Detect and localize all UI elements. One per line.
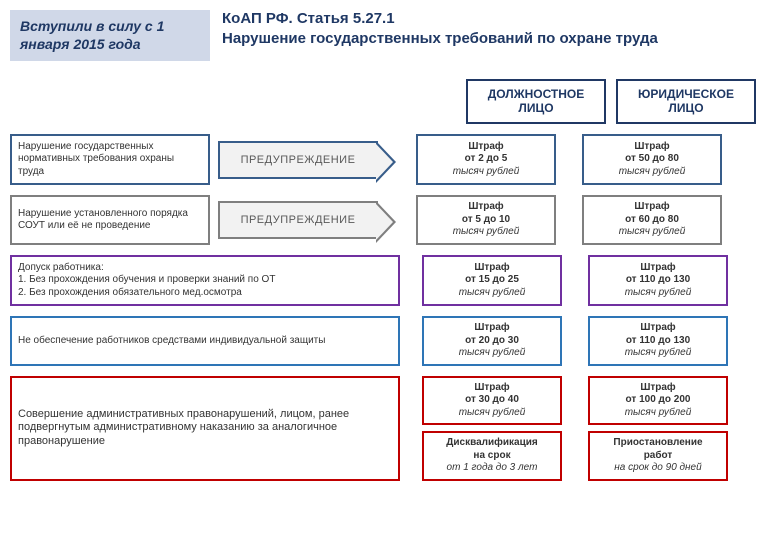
penalty-label: Штраф bbox=[426, 262, 558, 275]
penalty-unit: тысяч рублей bbox=[426, 287, 558, 300]
penalty-amount: на срок bbox=[426, 450, 558, 463]
col-header-legal: ЮРИДИЧЕСКОЕ ЛИЦО bbox=[616, 79, 756, 124]
penalty-unit: тысяч рублей bbox=[586, 226, 718, 239]
penalty-amount: от 2 до 5 bbox=[420, 153, 552, 166]
penalty-legal: Штрафот 60 до 80тысяч рублей bbox=[582, 195, 722, 245]
violations-table: Нарушение государственных нормативных тр… bbox=[10, 134, 760, 481]
penalty-label: Штраф bbox=[426, 322, 558, 335]
penalty-amount: от 110 до 130 bbox=[592, 335, 724, 348]
violation-row: Совершение административных правонарушен… bbox=[10, 376, 760, 481]
effective-date-box: Вступили в силу с 1 января 2015 года bbox=[10, 10, 210, 61]
penalty-official: Штрафот 30 до 40тысяч рублей bbox=[422, 376, 562, 426]
penalty-label: Штраф bbox=[592, 382, 724, 395]
warning-arrow: ПРЕДУПРЕЖДЕНИЕ bbox=[218, 141, 378, 179]
violation-description: Совершение административных правонарушен… bbox=[10, 376, 400, 481]
violation-description: Допуск работника:1. Без прохождения обуч… bbox=[10, 255, 400, 307]
penalty-unit: тысяч рублей bbox=[426, 347, 558, 360]
penalty-unit: тысяч рублей bbox=[426, 407, 558, 420]
penalty-stack-legal: Штрафот 100 до 200тысяч рублейПриостанов… bbox=[588, 376, 728, 481]
penalty-label: Штраф bbox=[586, 141, 718, 154]
penalty-amount: от 30 до 40 bbox=[426, 394, 558, 407]
penalty-label: Штраф bbox=[420, 141, 552, 154]
penalty-amount: от 5 до 10 bbox=[420, 214, 552, 227]
penalty-legal: Штрафот 110 до 130тысяч рублей bbox=[588, 316, 728, 366]
penalty-amount: от 15 до 25 bbox=[426, 274, 558, 287]
penalty-legal-extra: Приостановлениеработна срок до 90 дней bbox=[588, 431, 728, 481]
penalty-amount: от 100 до 200 bbox=[592, 394, 724, 407]
penalty-official: Штрафот 15 до 25тысяч рублей bbox=[422, 255, 562, 307]
violation-row: Не обеспечение работников средствами инд… bbox=[10, 316, 760, 366]
violation-description: Нарушение государственных нормативных тр… bbox=[10, 134, 210, 186]
penalty-label: Дисквалификация bbox=[426, 437, 558, 450]
penalty-label: Приостановление bbox=[592, 437, 724, 450]
penalty-official: Штрафот 20 до 30тысяч рублей bbox=[422, 316, 562, 366]
title-col: КоАП РФ. Статья 5.27.1 Нарушение государ… bbox=[222, 10, 760, 61]
penalty-official-extra: Дисквалификацияна срокот 1 года до 3 лет bbox=[422, 431, 562, 481]
penalty-legal: Штрафот 50 до 80тысяч рублей bbox=[582, 134, 722, 186]
penalty-label: Штраф bbox=[592, 262, 724, 275]
penalty-amount: от 20 до 30 bbox=[426, 335, 558, 348]
penalty-legal: Штрафот 100 до 200тысяч рублей bbox=[588, 376, 728, 426]
col-header-official: ДОЛЖНОСТНОЕ ЛИЦО bbox=[466, 79, 606, 124]
law-title: Нарушение государственных требований по … bbox=[222, 30, 760, 47]
penalty-amount: работ bbox=[592, 450, 724, 463]
penalty-unit: тысяч рублей bbox=[586, 166, 718, 179]
arrow-wrap: ПРЕДУПРЕЖДЕНИЕ bbox=[218, 134, 378, 186]
penalty-legal: Штрафот 110 до 130тысяч рублей bbox=[588, 255, 728, 307]
penalty-unit: тысяч рублей bbox=[592, 407, 724, 420]
header-row: Вступили в силу с 1 января 2015 года КоА… bbox=[10, 10, 760, 61]
column-headers: ДОЛЖНОСТНОЕ ЛИЦО ЮРИДИЧЕСКОЕ ЛИЦО bbox=[10, 79, 760, 124]
warning-arrow: ПРЕДУПРЕЖДЕНИЕ bbox=[218, 201, 378, 239]
law-reference: КоАП РФ. Статья 5.27.1 bbox=[222, 10, 760, 27]
penalty-stack-official: Штрафот 30 до 40тысяч рублейДисквалифика… bbox=[422, 376, 562, 481]
arrow-wrap: ПРЕДУПРЕЖДЕНИЕ bbox=[218, 195, 378, 245]
penalty-label: Штраф bbox=[426, 382, 558, 395]
penalty-amount: от 110 до 130 bbox=[592, 274, 724, 287]
penalty-unit: от 1 года до 3 лет bbox=[426, 462, 558, 475]
penalty-official: Штрафот 5 до 10тысяч рублей bbox=[416, 195, 556, 245]
violation-row: Нарушение установленного порядка СОУТ ил… bbox=[10, 195, 760, 245]
penalty-unit: тысяч рублей bbox=[592, 287, 724, 300]
violation-description: Нарушение установленного порядка СОУТ ил… bbox=[10, 195, 210, 245]
violation-description: Не обеспечение работников средствами инд… bbox=[10, 316, 400, 366]
penalty-unit: тысяч рублей bbox=[420, 166, 552, 179]
violation-row: Допуск работника:1. Без прохождения обуч… bbox=[10, 255, 760, 307]
penalty-label: Штраф bbox=[420, 201, 552, 214]
penalty-amount: от 60 до 80 bbox=[586, 214, 718, 227]
penalty-label: Штраф bbox=[586, 201, 718, 214]
penalty-label: Штраф bbox=[592, 322, 724, 335]
penalty-amount: от 50 до 80 bbox=[586, 153, 718, 166]
penalty-unit: на срок до 90 дней bbox=[592, 462, 724, 475]
violation-row: Нарушение государственных нормативных тр… bbox=[10, 134, 760, 186]
penalty-unit: тысяч рублей bbox=[420, 226, 552, 239]
penalty-official: Штрафот 2 до 5тысяч рублей bbox=[416, 134, 556, 186]
penalty-unit: тысяч рублей bbox=[592, 347, 724, 360]
